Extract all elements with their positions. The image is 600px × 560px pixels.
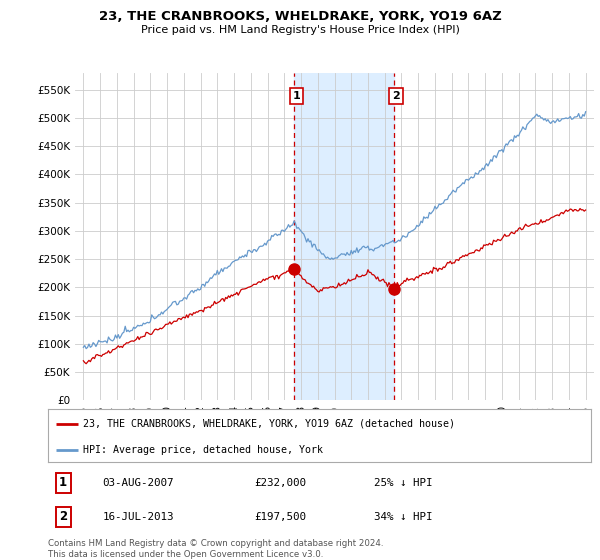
Text: Price paid vs. HM Land Registry's House Price Index (HPI): Price paid vs. HM Land Registry's House … bbox=[140, 25, 460, 35]
Text: 03-AUG-2007: 03-AUG-2007 bbox=[103, 478, 174, 488]
Bar bbox=[294, 73, 394, 400]
Text: Contains HM Land Registry data © Crown copyright and database right 2024.
This d: Contains HM Land Registry data © Crown c… bbox=[48, 539, 383, 559]
Text: 34% ↓ HPI: 34% ↓ HPI bbox=[374, 512, 432, 521]
Text: 2: 2 bbox=[392, 91, 400, 101]
Text: £197,500: £197,500 bbox=[254, 512, 307, 521]
Text: £232,000: £232,000 bbox=[254, 478, 307, 488]
Text: 2: 2 bbox=[59, 510, 67, 523]
Text: 1: 1 bbox=[59, 477, 67, 489]
Text: 25% ↓ HPI: 25% ↓ HPI bbox=[374, 478, 432, 488]
Text: 1: 1 bbox=[293, 91, 301, 101]
Text: HPI: Average price, detached house, York: HPI: Average price, detached house, York bbox=[83, 445, 323, 455]
Text: 23, THE CRANBROOKS, WHELDRAKE, YORK, YO19 6AZ (detached house): 23, THE CRANBROOKS, WHELDRAKE, YORK, YO1… bbox=[83, 419, 455, 429]
Text: 16-JUL-2013: 16-JUL-2013 bbox=[103, 512, 174, 521]
Text: 23, THE CRANBROOKS, WHELDRAKE, YORK, YO19 6AZ: 23, THE CRANBROOKS, WHELDRAKE, YORK, YO1… bbox=[98, 10, 502, 23]
